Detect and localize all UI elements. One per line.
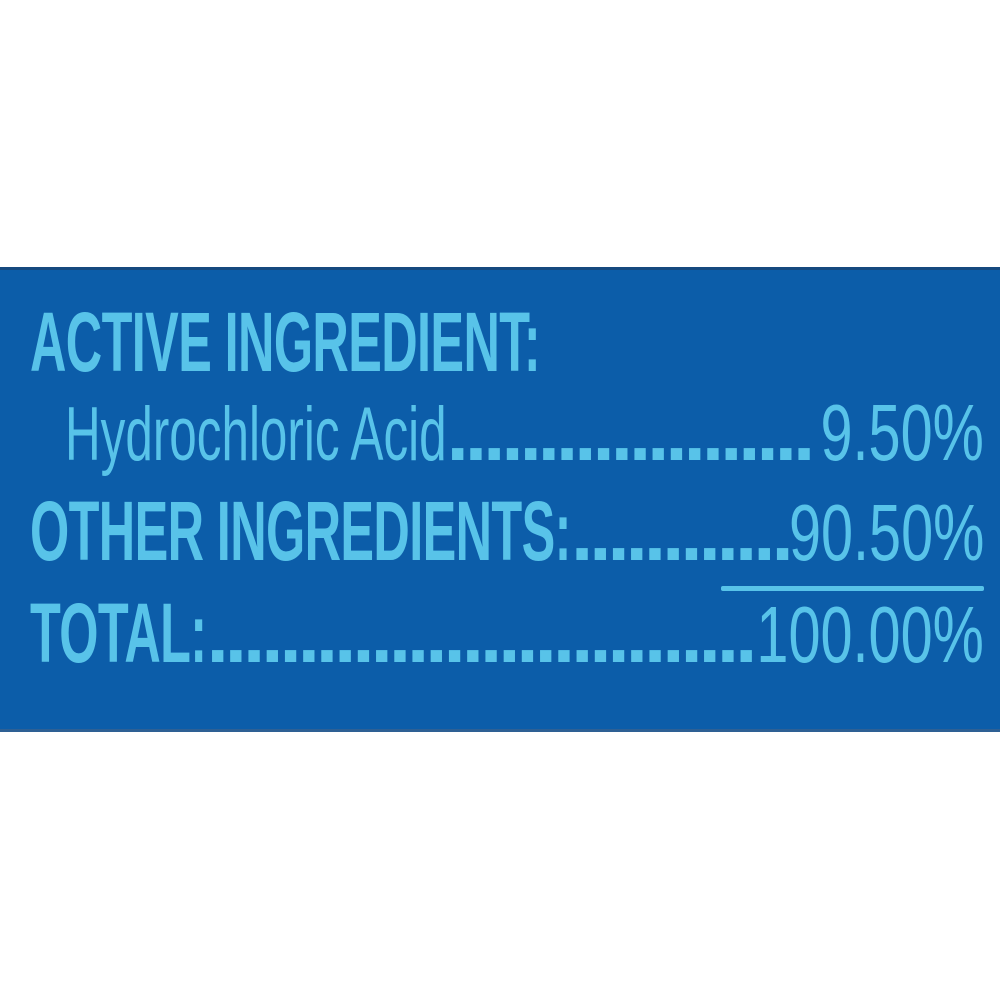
ingredient-row-other-ingredients: OTHER INGREDIENTS: ................ 90.5…: [30, 489, 984, 573]
dot-leader: ......................................: [206, 595, 757, 675]
other-ingredients-percentage: 90.50%: [788, 488, 984, 577]
other-ingredients-label: OTHER INGREDIENTS:: [30, 484, 571, 578]
active-ingredient-heading-row: ACTIVE INGREDIENT:: [30, 300, 984, 384]
ingredient-name: Hydrochloric Acid: [65, 392, 447, 477]
ingredient-row-total: TOTAL: .................................…: [30, 591, 984, 675]
total-percentage: 100.00%: [756, 590, 984, 679]
dot-leader: ................: [570, 493, 789, 573]
ingredient-percentage: 9.50%: [820, 388, 984, 477]
ingredients-panel: ACTIVE INGREDIENT: Hydrochloric Acid ...…: [0, 267, 1000, 732]
ingredient-row-hydrochloric-acid: Hydrochloric Acid .................... 9…: [30, 393, 984, 473]
dot-leader: ....................: [446, 393, 816, 473]
sum-underline: [721, 586, 984, 591]
total-label: TOTAL:: [30, 586, 207, 680]
active-ingredient-heading: ACTIVE INGREDIENT:: [30, 295, 541, 389]
